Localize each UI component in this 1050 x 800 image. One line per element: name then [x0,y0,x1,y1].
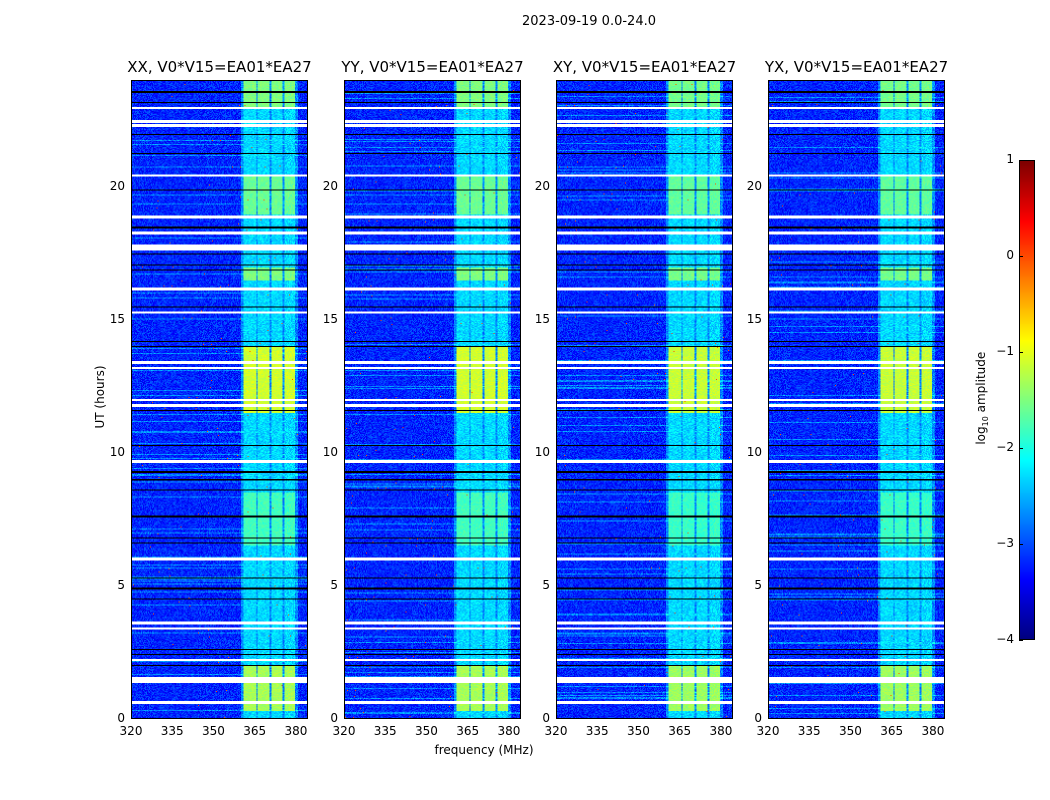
x-tick-label: 320 [119,724,143,738]
y-tick-label: 10 [534,444,550,459]
y-tick-label: 5 [330,577,338,592]
colorbar-tick-label: −1 [996,344,1014,358]
x-tick-label: 350 [627,724,650,738]
y-tick-label: 10 [322,444,338,459]
panel-title: XY, V0*V15=EA01*EA27 [552,58,737,76]
x-tick-label: 320 [332,724,356,738]
x-tick-label: 380 [284,724,308,738]
y-tick-label: 20 [534,178,550,193]
x-tick-label: 320 [544,724,568,738]
colorbar-tick-mark [1019,544,1023,545]
colorbar-tick-mark [1019,448,1023,449]
y-tick-label: 20 [109,178,125,193]
x-tick-label: 335 [585,724,609,738]
colorbar-tick-mark [1019,256,1023,257]
panel-title: XX, V0*V15=EA01*EA27 [127,58,312,76]
y-tick-label: 10 [109,444,125,459]
y-tick-label: 5 [754,577,762,592]
x-tick-label: 320 [756,724,780,738]
colorbar-tick-label: −4 [996,632,1014,646]
colorbar-tick-label: 1 [1006,152,1014,166]
y-tick-label: 15 [322,311,338,326]
heatmap-cells [769,81,944,718]
colorbar-tick-mark [1019,640,1023,641]
y-tick-label: 0 [754,711,762,725]
colorbar [1019,160,1035,640]
colorbar-tick-mark [1019,352,1023,353]
heatmap-cells [345,81,520,718]
heatmap-cells [132,81,307,718]
colorbar-tick-label: −2 [996,440,1014,454]
heatmap-cells [557,81,732,718]
y-axis-label: UT (hours) [93,365,107,429]
y-tick-label: 15 [534,311,550,326]
x-tick-label: 335 [373,724,397,738]
x-tick-label: 380 [497,724,521,738]
x-tick-label: 380 [709,724,733,738]
heatmap-panel [768,80,945,719]
x-tick-label: 365 [880,724,904,738]
x-axis-label: frequency (MHz) [434,743,534,757]
x-tick-label: 365 [456,724,480,738]
y-tick-label: 10 [746,444,762,459]
y-tick-label: 15 [746,311,762,326]
panel-title: YX, V0*V15=EA01*EA27 [764,58,949,76]
x-tick-label: 335 [160,724,184,738]
x-tick-label: 365 [668,724,692,738]
figure-title: 2023-09-19 0.0-24.0 [522,14,656,29]
colorbar-tick-label: 0 [1006,248,1014,262]
x-tick-label: 380 [921,724,945,738]
heatmap-panel [556,80,733,719]
colorbar-tick-mark [1019,160,1023,161]
y-tick-label: 20 [322,178,338,193]
colorbar-gradient [1020,161,1034,639]
heatmap-panel [131,80,308,719]
y-tick-label: 20 [746,178,762,193]
y-tick-label: 5 [117,577,125,592]
heatmap-panel [344,80,521,719]
x-tick-label: 335 [797,724,821,738]
x-tick-label: 350 [202,724,225,738]
y-tick-label: 5 [542,577,550,592]
y-tick-label: 15 [109,311,125,326]
y-tick-label: 0 [330,711,338,725]
x-tick-label: 350 [415,724,438,738]
x-tick-label: 350 [839,724,862,738]
panel-title: YY, V0*V15=EA01*EA27 [341,58,524,76]
y-tick-label: 0 [117,711,125,725]
colorbar-tick-label: −3 [996,536,1014,550]
x-tick-label: 365 [243,724,267,738]
y-tick-label: 0 [542,711,550,725]
